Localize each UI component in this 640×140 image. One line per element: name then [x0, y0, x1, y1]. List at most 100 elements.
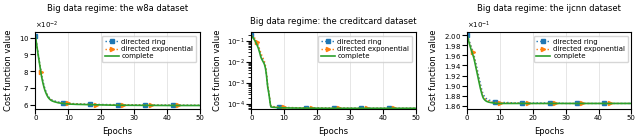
- directed ring: [345, 107, 353, 109]
- complete: [163, 105, 171, 106]
- complete: [628, 103, 636, 104]
- directed exponential: [348, 107, 356, 109]
- Line: directed ring: directed ring: [33, 34, 202, 107]
- Line: complete: complete: [252, 35, 415, 108]
- directed exponential: [129, 104, 137, 106]
- directed exponential: [612, 103, 620, 104]
- directed exponential: [248, 35, 255, 37]
- complete: [181, 105, 189, 106]
- Line: complete: complete: [35, 36, 200, 106]
- complete: [132, 104, 140, 106]
- directed ring: [561, 103, 568, 104]
- directed exponential: [463, 34, 471, 36]
- Y-axis label: Cost function value: Cost function value: [429, 30, 438, 111]
- Legend: directed ring, directed exponential, complete: directed ring, directed exponential, com…: [102, 36, 196, 62]
- complete: [346, 108, 353, 109]
- directed exponential: [564, 103, 572, 104]
- complete: [323, 108, 331, 109]
- directed exponential: [602, 103, 610, 104]
- X-axis label: Epochs: Epochs: [102, 127, 132, 136]
- directed ring: [129, 104, 137, 106]
- directed ring: [412, 108, 419, 109]
- complete: [564, 103, 572, 104]
- complete: [412, 108, 419, 109]
- directed ring: [129, 104, 136, 106]
- directed ring: [463, 34, 471, 36]
- Line: directed exponential: directed exponential: [249, 33, 418, 110]
- directed exponential: [181, 104, 189, 106]
- directed exponential: [180, 104, 188, 106]
- complete: [387, 108, 394, 109]
- directed ring: [31, 35, 39, 37]
- directed exponential: [387, 108, 394, 109]
- directed ring: [180, 104, 188, 106]
- directed exponential: [132, 104, 140, 106]
- directed exponential: [129, 104, 136, 106]
- directed ring: [602, 103, 610, 104]
- X-axis label: Epochs: Epochs: [318, 127, 348, 136]
- directed exponential: [397, 108, 404, 109]
- directed ring: [248, 35, 255, 37]
- directed ring: [363, 108, 371, 109]
- complete: [612, 103, 620, 104]
- complete: [196, 105, 204, 106]
- directed ring: [562, 103, 570, 104]
- Title: Big data regime: the creditcard dataset: Big data regime: the creditcard dataset: [250, 17, 417, 26]
- directed exponential: [412, 108, 419, 109]
- directed ring: [561, 103, 569, 104]
- complete: [493, 103, 500, 104]
- directed exponential: [345, 107, 353, 109]
- complete: [129, 104, 136, 106]
- directed exponential: [363, 108, 371, 109]
- complete: [31, 35, 39, 37]
- directed exponential: [464, 36, 472, 38]
- complete: [602, 103, 610, 104]
- directed exponential: [561, 103, 569, 104]
- Legend: directed ring, directed exponential, complete: directed ring, directed exponential, com…: [534, 36, 628, 62]
- complete: [129, 104, 137, 106]
- complete: [464, 36, 472, 38]
- complete: [248, 35, 255, 36]
- directed ring: [345, 107, 353, 109]
- directed exponential: [562, 103, 570, 104]
- Line: directed ring: directed ring: [249, 33, 418, 110]
- directed exponential: [519, 103, 527, 104]
- complete: [463, 34, 471, 36]
- directed ring: [248, 35, 255, 36]
- Legend: directed ring, directed exponential, complete: directed ring, directed exponential, com…: [318, 36, 412, 62]
- complete: [32, 39, 40, 41]
- complete: [397, 108, 404, 109]
- directed exponential: [345, 107, 353, 109]
- Line: complete: complete: [467, 35, 632, 103]
- Y-axis label: Cost function value: Cost function value: [212, 30, 221, 111]
- complete: [248, 35, 255, 37]
- directed ring: [464, 36, 472, 37]
- directed ring: [628, 103, 636, 104]
- X-axis label: Epochs: Epochs: [534, 127, 564, 136]
- directed ring: [170, 104, 178, 106]
- directed ring: [397, 108, 404, 109]
- directed ring: [387, 108, 394, 109]
- Title: Big data regime: the w8a dataset: Big data regime: the w8a dataset: [47, 4, 188, 13]
- directed exponential: [170, 104, 178, 106]
- directed ring: [348, 107, 356, 109]
- complete: [345, 108, 353, 109]
- Y-axis label: Cost function value: Cost function value: [4, 30, 13, 111]
- Line: directed exponential: directed exponential: [465, 33, 634, 106]
- directed ring: [612, 103, 620, 104]
- Line: directed ring: directed ring: [465, 33, 634, 106]
- directed ring: [32, 39, 40, 40]
- complete: [561, 103, 569, 104]
- Line: directed exponential: directed exponential: [33, 34, 202, 107]
- directed exponential: [31, 35, 39, 37]
- directed exponential: [248, 35, 255, 36]
- complete: [562, 103, 570, 104]
- directed ring: [196, 104, 204, 106]
- Title: Big data regime: the ijcnn dataset: Big data regime: the ijcnn dataset: [477, 4, 621, 13]
- directed ring: [564, 103, 572, 104]
- directed exponential: [32, 39, 40, 41]
- complete: [349, 108, 356, 109]
- directed exponential: [196, 104, 204, 106]
- complete: [171, 105, 179, 106]
- directed ring: [132, 104, 140, 106]
